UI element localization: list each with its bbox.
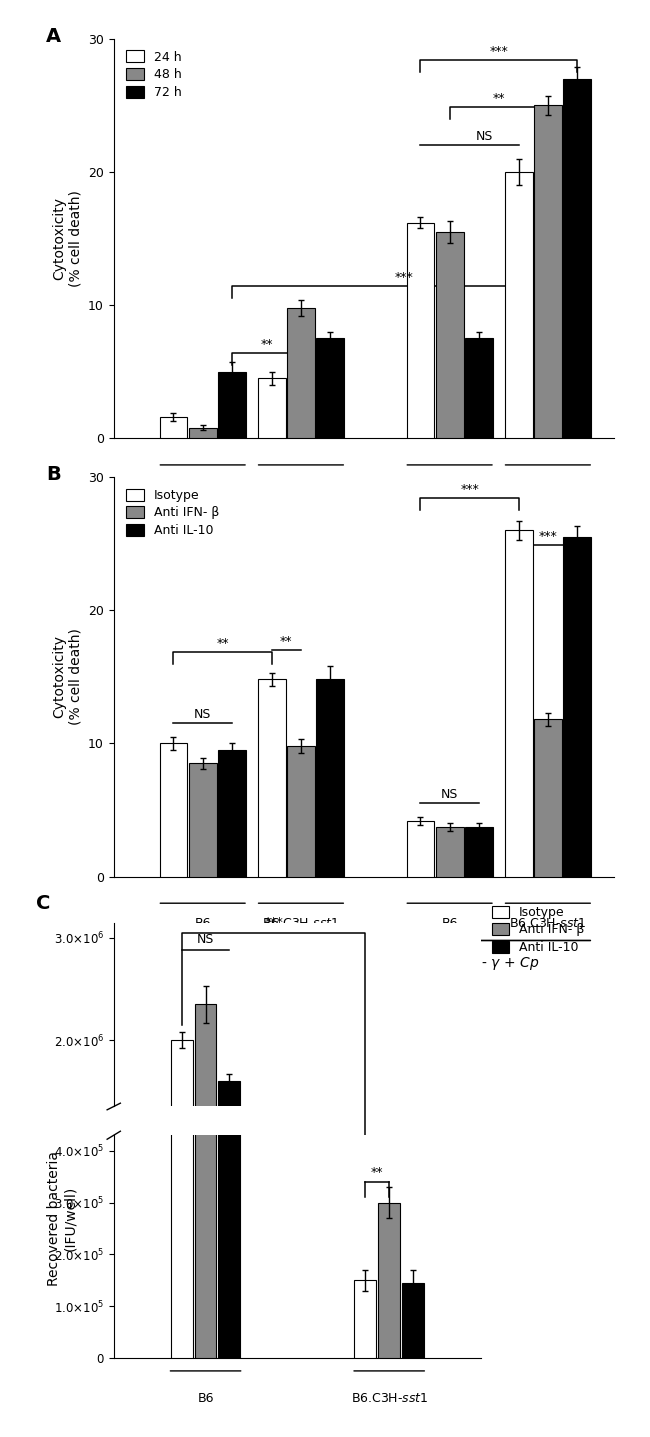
Text: $Cp$: $Cp$ (242, 517, 262, 535)
Bar (378, 1203, 400, 1358)
Bar (188, 763, 216, 877)
Bar (258, 378, 285, 438)
Text: NS: NS (197, 933, 214, 946)
Text: B6.C3H-$sst1$: B6.C3H-$sst1$ (509, 917, 586, 930)
Text: ***: *** (460, 483, 479, 496)
Text: B6.C3H-$sst1$: B6.C3H-$sst1$ (509, 479, 586, 491)
Text: B6: B6 (194, 917, 211, 930)
Bar (218, 529, 240, 1358)
Bar (194, 141, 216, 1358)
Bar (258, 680, 285, 877)
Bar (563, 537, 591, 877)
Text: NS: NS (475, 129, 493, 142)
Bar (218, 750, 246, 877)
Bar (378, 1214, 400, 1244)
Y-axis label: Cytotoxicity
(% cell death): Cytotoxicity (% cell death) (53, 190, 83, 287)
Bar (317, 339, 344, 438)
Text: B6: B6 (194, 479, 211, 491)
Text: A: A (46, 27, 61, 46)
Text: IFN- $\gamma$ + $Cp$: IFN- $\gamma$ + $Cp$ (458, 517, 539, 535)
Bar (287, 746, 315, 877)
Text: **: ** (371, 1167, 384, 1180)
Text: C: C (36, 894, 50, 912)
Bar (218, 372, 246, 438)
Bar (194, 1004, 216, 1244)
Bar (188, 428, 216, 438)
Text: **: ** (493, 92, 505, 105)
Bar (402, 1283, 424, 1358)
Text: **: ** (216, 637, 229, 650)
Bar (354, 1280, 376, 1358)
Text: B6: B6 (441, 479, 458, 491)
Legend: Isotype, Anti IFN- β, Anti IL-10: Isotype, Anti IFN- β, Anti IL-10 (491, 904, 586, 956)
Bar (218, 1081, 240, 1244)
Text: B6.C3H-$sst1$: B6.C3H-$sst1$ (263, 479, 339, 491)
Text: NS: NS (441, 787, 458, 800)
Bar (287, 308, 315, 438)
Text: IFN- $\gamma$ + $Cp$: IFN- $\gamma$ + $Cp$ (458, 956, 539, 973)
Y-axis label: Cytotoxicity
(% cell death): Cytotoxicity (% cell death) (53, 628, 83, 726)
Bar (171, 322, 193, 1358)
Bar (436, 828, 463, 877)
Bar (534, 105, 562, 438)
Bar (406, 223, 434, 438)
Text: B6.C3H-$sst1$: B6.C3H-$sst1$ (263, 917, 339, 930)
Legend: 24 h, 48 h, 72 h: 24 h, 48 h, 72 h (125, 49, 183, 101)
Legend: Isotype, Anti IFN- β, Anti IL-10: Isotype, Anti IFN- β, Anti IL-10 (125, 487, 220, 539)
Text: NS: NS (194, 708, 211, 721)
Text: ***: *** (265, 915, 283, 928)
Text: **: ** (280, 635, 292, 648)
Text: **: ** (260, 338, 272, 351)
Text: B: B (46, 466, 61, 484)
Text: $Cp$: $Cp$ (242, 956, 262, 973)
Bar (465, 828, 493, 877)
Bar (563, 79, 591, 438)
Bar (171, 1040, 193, 1244)
Text: Recovered bacteria
(IFU/well): Recovered bacteria (IFU/well) (47, 1151, 77, 1286)
Text: B6: B6 (198, 1391, 214, 1404)
Text: B6: B6 (441, 917, 458, 930)
Text: ***: *** (395, 272, 414, 285)
Bar (160, 417, 187, 438)
Text: ***: *** (538, 530, 557, 543)
Bar (402, 1230, 424, 1244)
Text: B6.C3H-$sst1$: B6.C3H-$sst1$ (350, 1391, 428, 1404)
Bar (505, 172, 532, 438)
Bar (436, 231, 463, 438)
Bar (354, 1229, 376, 1244)
Bar (534, 720, 562, 877)
Text: ***: *** (489, 45, 508, 57)
Bar (406, 821, 434, 877)
Bar (465, 339, 493, 438)
Bar (505, 530, 532, 877)
Bar (317, 680, 344, 877)
Bar (160, 743, 187, 877)
